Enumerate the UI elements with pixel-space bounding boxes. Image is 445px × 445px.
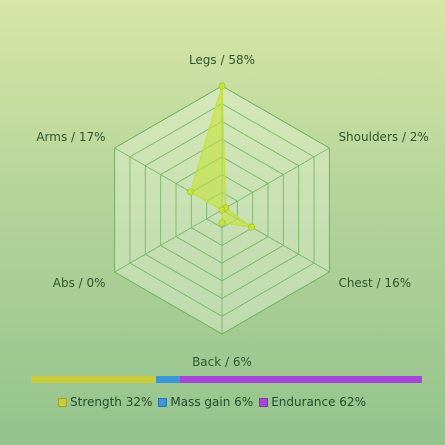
breakdown-bar	[31, 376, 422, 383]
axis-label-shoulders: Shoulders / 2%	[338, 130, 428, 144]
legend: Strength 32% Mass gain 6% Endurance 62%	[58, 395, 366, 409]
legend-label: Mass gain 6%	[170, 395, 254, 409]
axis-label-abs: Abs / 0%	[53, 276, 106, 290]
axis-label-legs: Legs / 58%	[189, 53, 255, 67]
bar-segment-endurance	[179, 376, 422, 383]
point-chest	[248, 223, 256, 231]
axis-label-arms: Arms / 17%	[36, 130, 105, 144]
legend-item-mass-gain: Mass gain 6%	[158, 395, 253, 409]
point-legs	[218, 82, 226, 90]
axis-labels: Legs / 58% Shoulders / 2% Chest / 16% Back …	[36, 53, 429, 369]
legend-swatch	[259, 397, 269, 407]
axis-label-back: Back / 6%	[192, 355, 252, 369]
bar-segment-mass-gain	[156, 376, 180, 383]
legend-item-endurance: Endurance 62%	[259, 395, 366, 409]
radar-series	[187, 82, 256, 231]
point-arms	[187, 188, 195, 196]
legend-label: Strength 32%	[70, 395, 153, 409]
legend-swatch	[58, 397, 67, 407]
axis-label-chest: Chest / 16%	[338, 276, 411, 290]
legend-item-strength: Strength 32%	[58, 395, 152, 409]
legend-label: Endurance 62%	[271, 395, 366, 409]
point-back	[218, 219, 226, 227]
legend-swatch	[158, 397, 168, 407]
bar-segment-strength	[31, 376, 157, 383]
grid-spoke	[221, 147, 330, 211]
point-abs	[218, 206, 226, 214]
grid-spoke	[114, 209, 223, 273]
